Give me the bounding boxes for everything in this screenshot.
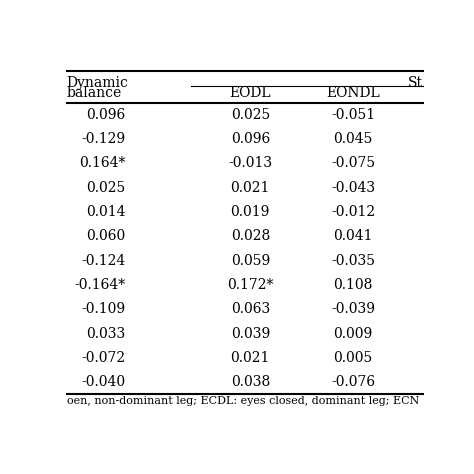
Text: 0.096: 0.096 bbox=[231, 132, 270, 146]
Text: 0.041: 0.041 bbox=[333, 229, 373, 243]
Text: 0.038: 0.038 bbox=[231, 375, 270, 389]
Text: 0.021: 0.021 bbox=[230, 181, 270, 195]
Text: 0.059: 0.059 bbox=[231, 254, 270, 268]
Text: -0.040: -0.040 bbox=[81, 375, 125, 389]
Text: -0.039: -0.039 bbox=[331, 302, 375, 316]
Text: -0.035: -0.035 bbox=[331, 254, 375, 268]
Text: 0.063: 0.063 bbox=[231, 302, 270, 316]
Text: 0.028: 0.028 bbox=[231, 229, 270, 243]
Text: -0.013: -0.013 bbox=[228, 156, 273, 170]
Text: oen, non-dominant leg; ECDL: eyes closed, dominant leg; ECN: oen, non-dominant leg; ECDL: eyes closed… bbox=[66, 396, 419, 406]
Text: Dynamic: Dynamic bbox=[66, 76, 128, 90]
Text: -0.051: -0.051 bbox=[331, 108, 375, 122]
Text: -0.164*: -0.164* bbox=[74, 278, 125, 292]
Text: -0.075: -0.075 bbox=[331, 156, 375, 170]
Text: 0.060: 0.060 bbox=[86, 229, 125, 243]
Text: EONDL: EONDL bbox=[326, 86, 380, 100]
Text: 0.005: 0.005 bbox=[334, 351, 373, 365]
Text: -0.043: -0.043 bbox=[331, 181, 375, 195]
Text: 0.014: 0.014 bbox=[86, 205, 125, 219]
Text: -0.072: -0.072 bbox=[81, 351, 125, 365]
Text: -0.109: -0.109 bbox=[81, 302, 125, 316]
Text: 0.164*: 0.164* bbox=[79, 156, 125, 170]
Text: 0.108: 0.108 bbox=[333, 278, 373, 292]
Text: 0.045: 0.045 bbox=[333, 132, 373, 146]
Text: EODL: EODL bbox=[229, 86, 271, 100]
Text: 0.021: 0.021 bbox=[230, 351, 270, 365]
Text: St: St bbox=[408, 76, 423, 90]
Text: 0.009: 0.009 bbox=[334, 327, 373, 341]
Text: 0.025: 0.025 bbox=[86, 181, 125, 195]
Text: 0.172*: 0.172* bbox=[227, 278, 273, 292]
Text: balance: balance bbox=[66, 86, 122, 100]
Text: -0.012: -0.012 bbox=[331, 205, 375, 219]
Text: 0.033: 0.033 bbox=[86, 327, 125, 341]
Text: 0.096: 0.096 bbox=[86, 108, 125, 122]
Text: 0.019: 0.019 bbox=[230, 205, 270, 219]
Text: -0.124: -0.124 bbox=[81, 254, 125, 268]
Text: -0.076: -0.076 bbox=[331, 375, 375, 389]
Text: 0.025: 0.025 bbox=[231, 108, 270, 122]
Text: -0.129: -0.129 bbox=[81, 132, 125, 146]
Text: 0.039: 0.039 bbox=[231, 327, 270, 341]
